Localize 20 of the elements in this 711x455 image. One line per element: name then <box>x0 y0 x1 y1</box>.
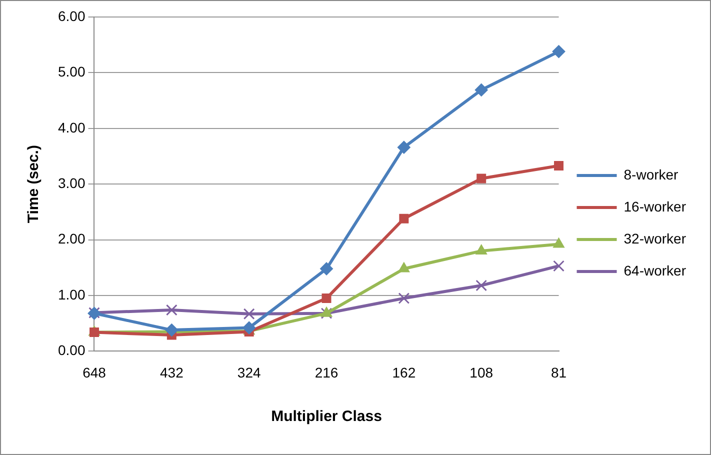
x-tick-label: 324 <box>237 364 261 380</box>
y-tick-label: 5.00 <box>58 64 86 80</box>
x-tick-label: 81 <box>550 364 567 380</box>
x-tick-label: 108 <box>470 364 494 380</box>
legend-label: 32-worker <box>624 230 686 246</box>
y-tick-label: 0.00 <box>58 342 86 358</box>
legend-label: 8-worker <box>624 166 679 182</box>
legend-label: 16-worker <box>624 198 686 214</box>
legend-label: 64-worker <box>624 262 686 278</box>
y-tick-label: 1.00 <box>58 286 86 302</box>
y-tick-label: 2.00 <box>58 230 86 247</box>
y-tick-label: 6.00 <box>58 8 86 24</box>
y-tick-label: 4.00 <box>58 119 86 136</box>
y-tick-label: 3.00 <box>58 174 86 191</box>
x-tick-label: 162 <box>392 364 416 380</box>
x-tick-label: 216 <box>314 364 338 380</box>
x-tick-label: 432 <box>160 364 184 380</box>
y-axis-title: Time (sec.) <box>25 145 42 224</box>
x-axis-title: Multiplier Class <box>271 408 382 426</box>
x-tick-label: 648 <box>82 364 106 380</box>
